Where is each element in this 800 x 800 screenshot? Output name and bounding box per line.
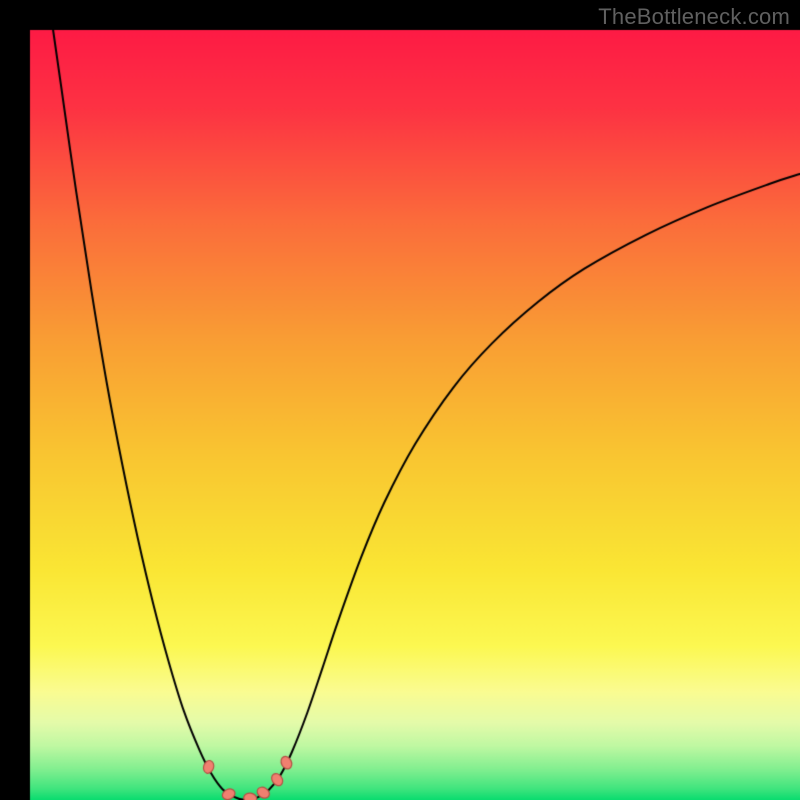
chart-stage: TheBottleneck.com <box>0 0 800 800</box>
bottleneck-curve-chart <box>0 0 800 800</box>
watermark-label: TheBottleneck.com <box>598 4 790 30</box>
